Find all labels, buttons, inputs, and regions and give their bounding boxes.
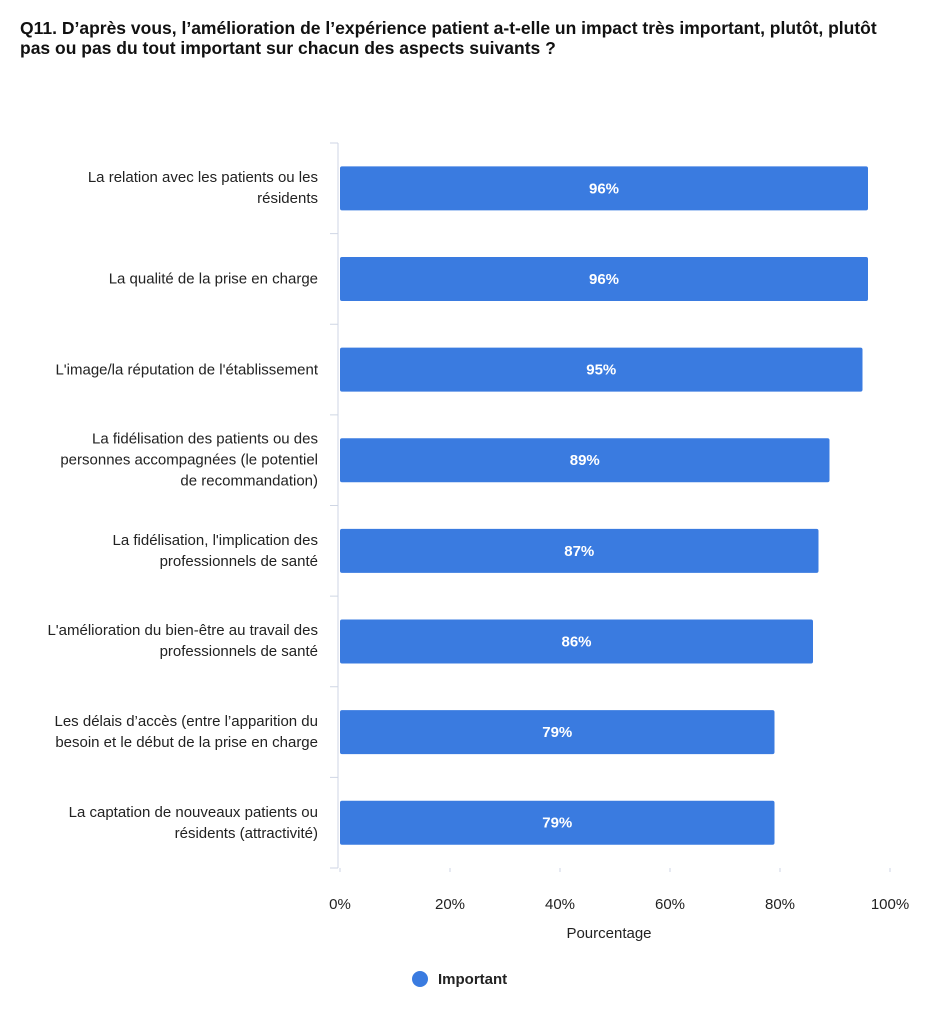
- category-label: La qualité de la prise en charge: [108, 270, 318, 288]
- x-tick-label: 0%: [329, 896, 351, 913]
- x-axis-label: Pourcentage: [566, 925, 651, 942]
- x-tick-label: 20%: [435, 896, 465, 913]
- value-label: 95%: [586, 362, 616, 379]
- value-label: 79%: [542, 724, 572, 741]
- value-label: 96%: [589, 180, 619, 197]
- value-label: 87%: [564, 543, 594, 560]
- bar: [340, 619, 813, 664]
- category-label: L'image/la réputation de l'établissement: [55, 361, 318, 379]
- value-label: 96%: [589, 271, 619, 288]
- chart-title: Q11. D’après vous, l’amélioration de l’e…: [20, 18, 877, 58]
- value-label: 79%: [542, 815, 572, 832]
- bar: [340, 166, 868, 211]
- bar: [340, 528, 819, 573]
- legend-label: Important: [438, 971, 507, 988]
- legend-marker: [412, 971, 428, 987]
- category-label: Les délais d’accès (entre l’apparition d…: [54, 713, 319, 752]
- value-label: 89%: [570, 452, 600, 469]
- x-tick-label: 40%: [545, 896, 575, 913]
- x-tick-label: 60%: [655, 896, 685, 913]
- x-tick-label: 100%: [871, 896, 909, 913]
- bar: [340, 710, 775, 755]
- category-label: La captation de nouveaux patients ou rés…: [68, 803, 318, 842]
- category-label: La fidélisation, l'implication des profe…: [112, 531, 318, 570]
- value-label: 86%: [561, 633, 591, 650]
- category-label: L'amélioration du bien-être au travail d…: [47, 622, 318, 661]
- bar: [340, 800, 775, 845]
- category-label: La fidélisation des patients ou des pers…: [60, 430, 318, 490]
- bar: [340, 438, 830, 483]
- x-tick-label: 80%: [765, 896, 795, 913]
- bar: [340, 256, 868, 301]
- bar: [340, 347, 863, 392]
- category-label: La relation avec les patients ou les rés…: [87, 169, 318, 208]
